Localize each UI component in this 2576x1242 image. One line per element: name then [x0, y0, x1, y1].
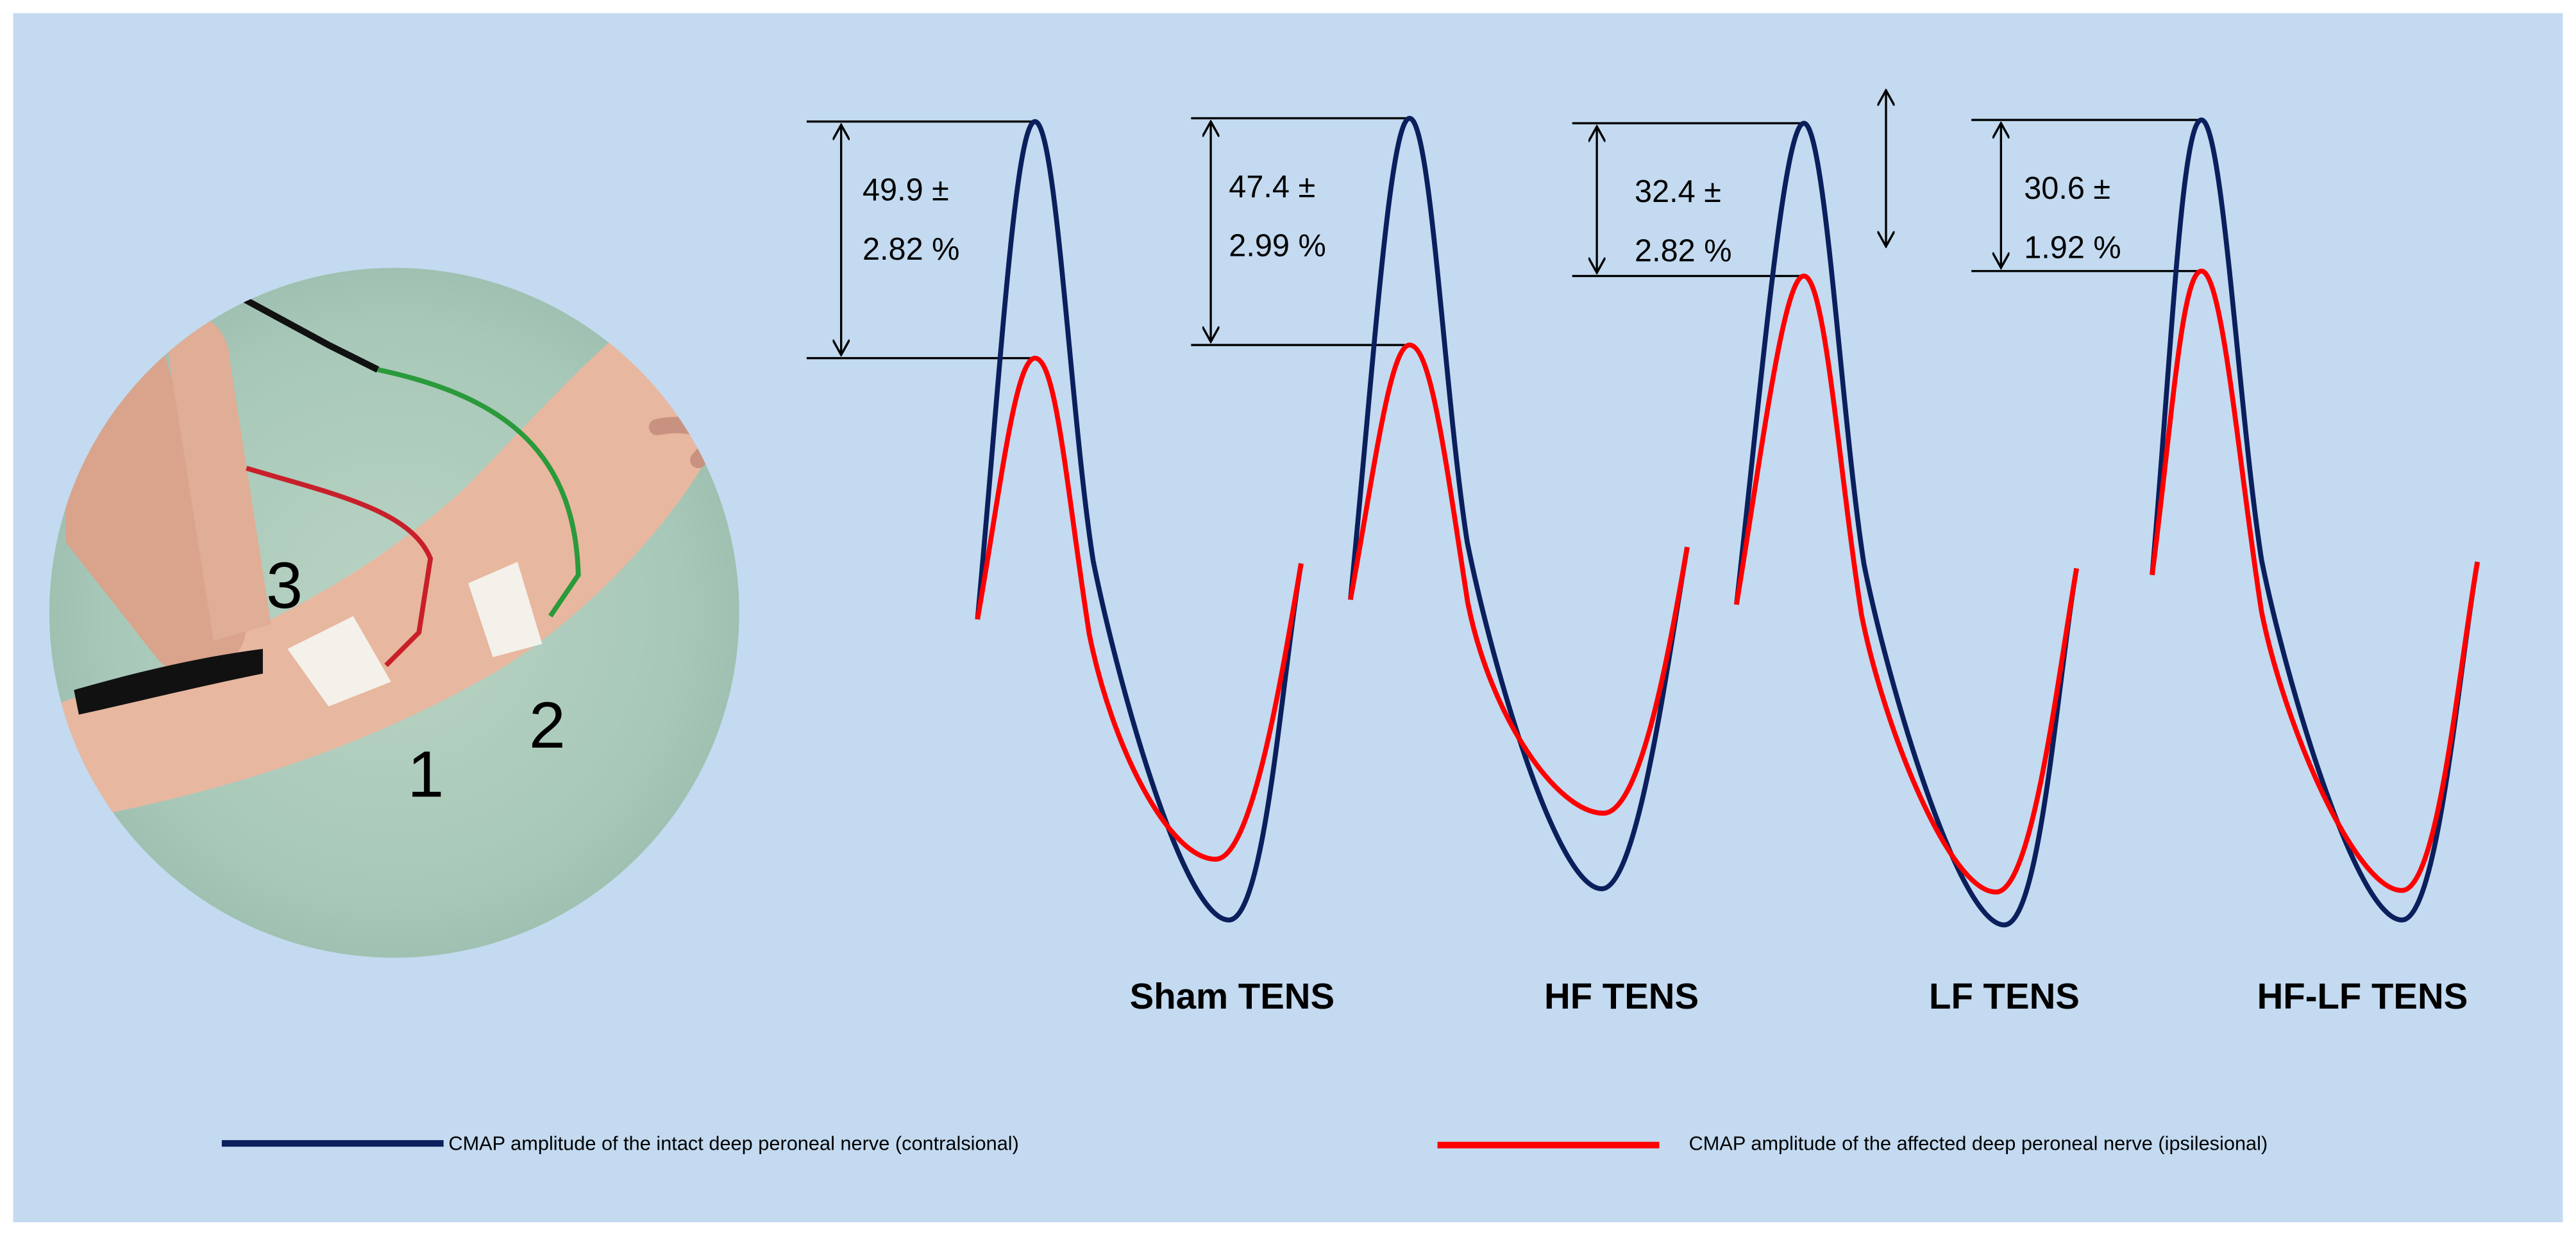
amplitude-error: 2.82 %: [1635, 233, 1731, 268]
hand-finger: [164, 315, 271, 641]
electrode-label-3: 3: [266, 548, 303, 622]
amplitude-value: 32.4 ±: [1635, 174, 1721, 209]
amplitude-value: 30.6 ±: [2024, 171, 2110, 206]
panel-hf-lf-tens: 30.6 ± 1.92 % HF-LF TENS: [1971, 117, 2480, 1016]
foot-photo: 1 2 3: [49, 267, 739, 958]
condition-label: Sham TENS: [1130, 976, 1334, 1016]
intact-cmap-waveform: [975, 119, 1304, 923]
amplitude-error: 2.82 %: [863, 232, 959, 267]
amplitude-value: 47.4 ±: [1229, 169, 1315, 204]
leg-skin: [49, 287, 727, 822]
affected-cmap-waveform: [975, 355, 1304, 862]
amplitude-error: 1.92 %: [2024, 230, 2121, 265]
legend-label-intact: CMAP amplitude of the intact deep perone…: [448, 1132, 1018, 1155]
intact-cmap-waveform: [1348, 115, 1690, 891]
electrode-label-1: 1: [407, 737, 444, 811]
condition-label: LF TENS: [1929, 976, 2080, 1016]
condition-label: HF TENS: [1544, 976, 1699, 1016]
legend-label-affected: CMAP amplitude of the affected deep pero…: [1689, 1132, 2268, 1155]
panel-lf-tens: 32.4 ± 2.82 % LF TENS: [1572, 90, 2080, 1016]
amplitude-error: 2.99 %: [1229, 229, 1326, 264]
affected-cmap-waveform: [1348, 342, 1690, 816]
electrode-pad-1: [287, 616, 391, 707]
panel-hf-tens: 47.4 ± 2.99 % HF TENS: [1191, 115, 1699, 1016]
red-cable: [246, 466, 434, 667]
amplitude-value: 49.9 ±: [863, 173, 949, 208]
condition-label: HF-LF TENS: [2257, 976, 2468, 1016]
legend: CMAP amplitude of the intact deep perone…: [221, 1132, 2268, 1155]
ground-strap: [74, 649, 263, 715]
black-cable: [212, 280, 380, 373]
intact-cmap-waveform: [1734, 121, 2079, 928]
intact-cmap-waveform: [2150, 117, 2480, 923]
electrode-label-2: 2: [529, 688, 566, 762]
panel-sham-tens: 49.9 ± 2.82 % Sham TENS: [806, 119, 1334, 1016]
affected-cmap-waveform: [2150, 268, 2480, 893]
green-cable: [377, 367, 581, 617]
affected-cmap-waveform: [1734, 273, 2079, 895]
hand: [65, 330, 247, 675]
electrode-pad-2: [468, 562, 543, 657]
